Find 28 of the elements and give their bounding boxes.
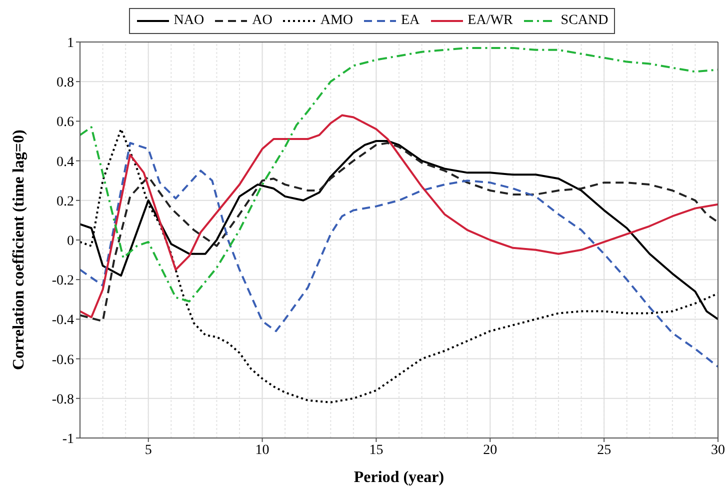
y-tick-label: -1 bbox=[62, 432, 74, 447]
legend-label: NAO bbox=[174, 13, 204, 29]
y-tick-label: 0.8 bbox=[56, 76, 74, 91]
legend-label: EA/WR bbox=[468, 13, 513, 29]
x-tick-label: 15 bbox=[369, 442, 384, 458]
y-tick-label: -0.2 bbox=[52, 274, 74, 289]
x-tick-label: 20 bbox=[483, 442, 498, 458]
x-axis-title: Period (year) bbox=[354, 469, 444, 486]
legend-label: AO bbox=[252, 13, 272, 29]
legend-label: SCAND bbox=[560, 13, 608, 29]
y-tick-label: 1 bbox=[67, 36, 74, 51]
y-tick-label: 0.6 bbox=[56, 115, 74, 130]
y-tick-label: 0 bbox=[67, 234, 74, 249]
y-tick-label: -0.6 bbox=[52, 352, 74, 368]
x-tick-label: 25 bbox=[597, 442, 612, 458]
line-series bbox=[80, 128, 718, 404]
y-tick-label: -0.8 bbox=[52, 392, 74, 408]
line-series bbox=[80, 142, 718, 368]
x-tick-label: 5 bbox=[144, 442, 152, 458]
line-series bbox=[80, 46, 718, 302]
x-tick-label: 10 bbox=[255, 442, 270, 458]
y-tick-label: 0.4 bbox=[56, 154, 74, 170]
legend-label: EA bbox=[401, 13, 420, 29]
y-axis-title: Correlation coefficient (time lag=0) bbox=[10, 130, 28, 370]
y-tick-label: 0.2 bbox=[56, 194, 74, 210]
x-tick-label: 30 bbox=[711, 442, 725, 458]
legend-label: AMO bbox=[320, 13, 353, 29]
y-tick-label: -0.4 bbox=[52, 313, 74, 328]
